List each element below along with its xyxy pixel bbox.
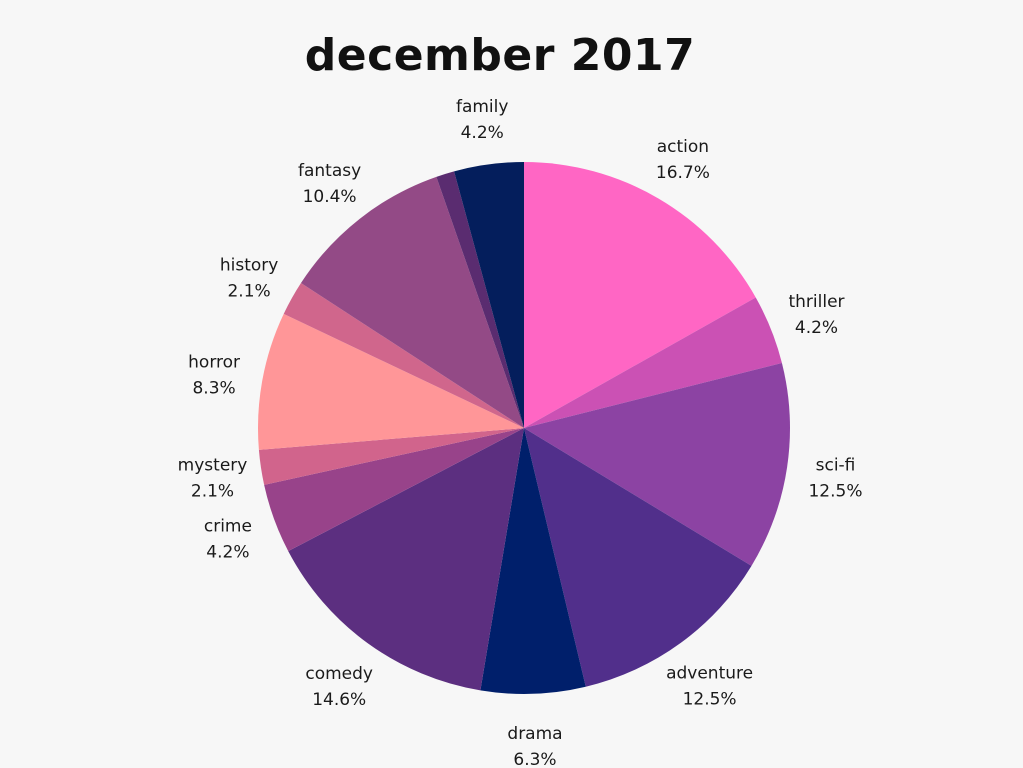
pie-slice-mystery — [258, 428, 524, 485]
slice-value-drama: 6.3% — [513, 750, 556, 768]
slice-label-mystery: mystery — [178, 456, 248, 476]
slice-value-fantasy: 10.4% — [303, 187, 357, 207]
slice-value-history: 2.1% — [227, 281, 270, 301]
pie-slices — [257, 162, 791, 695]
pie-slice-adventure — [524, 428, 752, 687]
slice-label-comedy: comedy — [305, 664, 373, 684]
slice-value-adventure: 12.5% — [683, 690, 737, 710]
slice-value-action: 16.7% — [656, 163, 710, 183]
slice-label-history: history — [220, 255, 278, 275]
slice-label-family: family — [456, 97, 508, 117]
pie-labels: action 16.7% thriller 4.2% sci-fi 12.5% advent… — [178, 97, 863, 768]
slice-label-drama: drama — [507, 724, 562, 744]
pie-slice-fantasy — [300, 176, 524, 428]
slice-value-sci-fi: 12.5% — [808, 482, 862, 502]
slice-label-horror: horror — [188, 352, 240, 372]
pie-slice-action — [524, 162, 756, 428]
pie-slice-horror — [257, 313, 524, 450]
pie-slice-drama — [480, 428, 586, 695]
pie-slice-crime — [264, 428, 524, 552]
slice-label-sci-fi: sci-fi — [816, 456, 856, 476]
slice-label-thriller: thriller — [788, 292, 844, 312]
slice-label-fantasy: fantasy — [298, 161, 361, 181]
pie-slice-comedy — [288, 428, 524, 691]
pie-slice-thriller — [524, 297, 782, 428]
slice-label-adventure: adventure — [666, 664, 753, 684]
slice-value-comedy: 14.6% — [312, 690, 366, 710]
pie-slice-unlabeled-11 — [436, 171, 524, 429]
slice-value-crime: 4.2% — [206, 543, 249, 563]
pie-slice-family — [454, 162, 524, 428]
pie-slice-sci-fi — [524, 362, 791, 566]
slice-value-family: 4.2% — [461, 123, 504, 143]
chart-title: december 2017 — [304, 30, 696, 81]
slice-value-mystery: 2.1% — [191, 482, 234, 502]
pie-slice-history — [283, 283, 524, 428]
slice-value-horror: 8.3% — [192, 378, 235, 398]
slice-label-action: action — [657, 137, 709, 157]
slice-value-thriller: 4.2% — [795, 318, 838, 338]
slice-label-crime: crime — [204, 517, 252, 537]
